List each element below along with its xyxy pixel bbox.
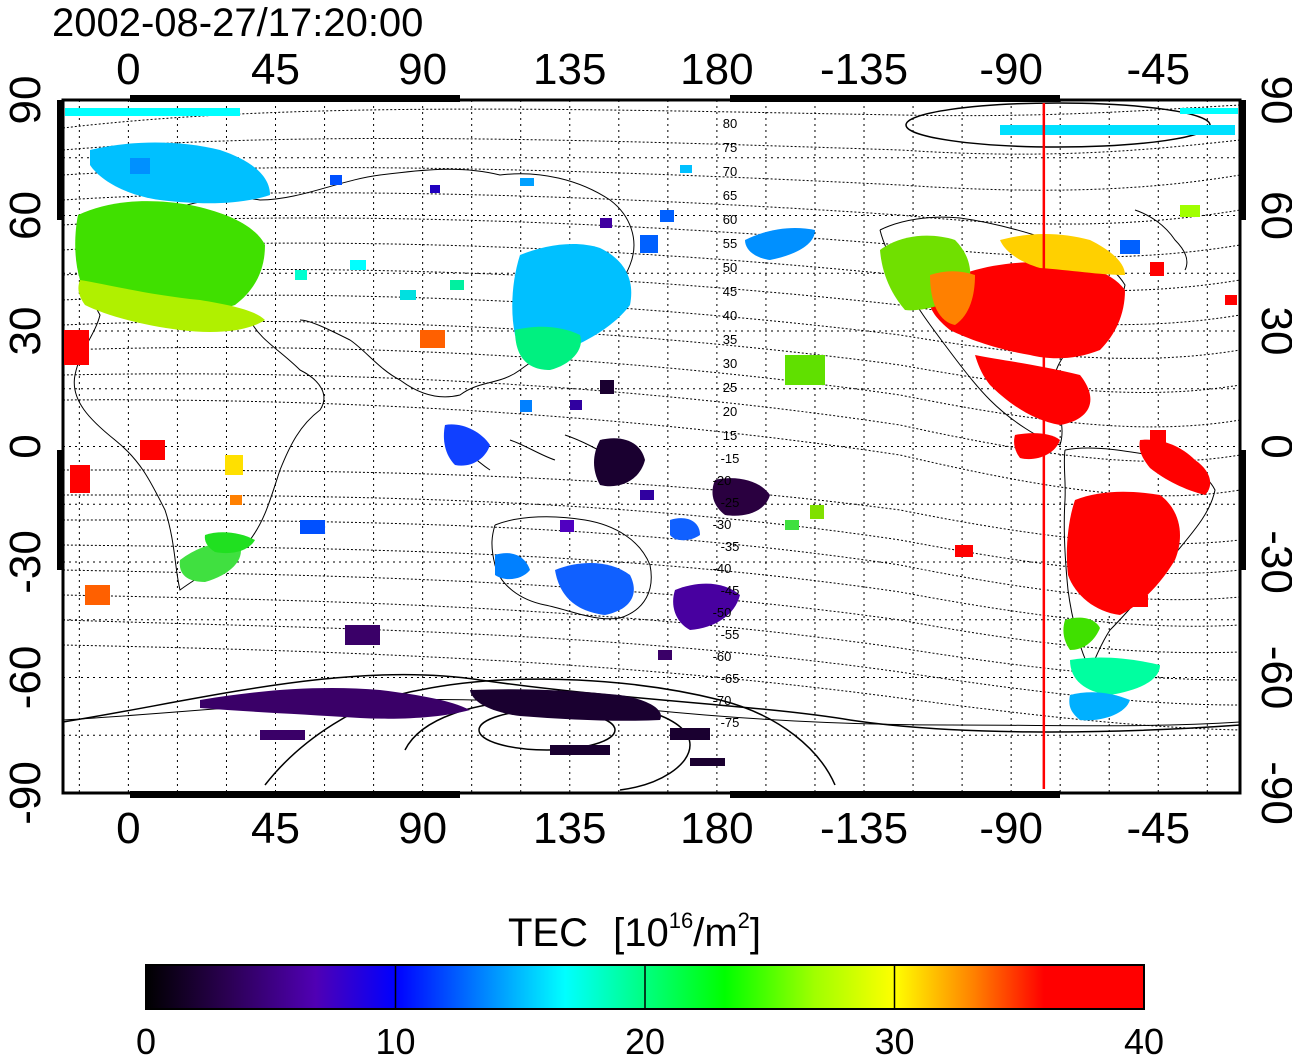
longitude-ticks-top: 0 45 90 135 180 -135 -90 -45 bbox=[116, 45, 1190, 94]
longitude-tick-top: 180 bbox=[680, 45, 753, 94]
map-timestamp: 2002-08-27/17:20:00 bbox=[52, 1, 423, 45]
contour-label: -70 bbox=[713, 693, 732, 708]
contour-label: 70 bbox=[723, 164, 737, 179]
map-grid bbox=[63, 100, 1240, 793]
latitude-tick-right: -30 bbox=[1252, 530, 1292, 594]
longitude-tick-top: 90 bbox=[398, 45, 447, 94]
latitude-tick-right: 60 bbox=[1252, 191, 1292, 240]
contour-label: -55 bbox=[721, 627, 740, 642]
longitude-tick-bottom: 0 bbox=[116, 804, 140, 853]
contour-label: -35 bbox=[721, 539, 740, 554]
colorbar-title: TEC [1016/m2] bbox=[508, 908, 761, 955]
contour-label: -15 bbox=[721, 451, 740, 466]
contour-label: -50 bbox=[713, 605, 732, 620]
longitude-tick-top: 45 bbox=[251, 45, 300, 94]
contour-label: 25 bbox=[723, 380, 737, 395]
latitude-tick-right: -90 bbox=[1252, 761, 1292, 825]
auroral-ovals bbox=[63, 102, 1240, 791]
latitude-tick-left: -60 bbox=[1, 646, 50, 710]
contour-label: 35 bbox=[723, 332, 737, 347]
latitude-ticks-left: 90 60 30 0 -30 -60 -90 bbox=[1, 76, 50, 825]
longitude-tick-bottom: 135 bbox=[533, 804, 606, 853]
contour-label: 65 bbox=[723, 188, 737, 203]
contour-label: -20 bbox=[713, 473, 732, 488]
contour-label: 20 bbox=[723, 404, 737, 419]
longitude-tick-bottom: -135 bbox=[820, 804, 908, 853]
latitude-tick-left: -90 bbox=[1, 761, 50, 825]
longitude-tick-bottom: -45 bbox=[1126, 804, 1190, 853]
contour-label: 80 bbox=[723, 116, 737, 131]
map-border-bars bbox=[57, 95, 1246, 798]
contour-label: 60 bbox=[723, 212, 737, 227]
latitude-ticks-right: 90 60 30 0 -30 -60 -90 bbox=[1252, 76, 1292, 825]
tec-data-patches bbox=[64, 108, 1238, 766]
longitude-tick-bottom: 45 bbox=[251, 804, 300, 853]
longitude-tick-bottom: 180 bbox=[680, 804, 753, 853]
contour-labels: 80 75 70 65 60 55 50 45 40 35 30 25 20 15 -15 -20 -25 -30… bbox=[713, 116, 740, 730]
latitude-tick-left: 90 bbox=[1, 76, 50, 125]
latitude-tick-left: 60 bbox=[1, 191, 50, 240]
latitude-tick-left: 30 bbox=[1, 307, 50, 356]
longitude-ticks-bottom: 0 45 90 135 180 -135 -90 -45 bbox=[116, 804, 1190, 853]
longitude-tick-bottom: 90 bbox=[398, 804, 447, 853]
latitude-tick-right: 30 bbox=[1252, 307, 1292, 356]
longitude-tick-top: 0 bbox=[116, 45, 140, 94]
colorbar-tick-label: 0 bbox=[136, 1021, 156, 1057]
contour-label: -25 bbox=[721, 495, 740, 510]
colorbar-tick-label: 20 bbox=[625, 1021, 665, 1057]
latitude-tick-left: 0 bbox=[1, 434, 50, 458]
contour-label: -45 bbox=[721, 583, 740, 598]
contour-label: -40 bbox=[713, 561, 732, 576]
longitude-tick-bottom: -90 bbox=[979, 804, 1043, 853]
contour-label: -75 bbox=[721, 715, 740, 730]
contour-label: 30 bbox=[723, 356, 737, 371]
contour-label: 55 bbox=[723, 236, 737, 251]
latitude-tick-right: 0 bbox=[1252, 434, 1292, 458]
longitude-tick-top: -135 bbox=[820, 45, 908, 94]
colorbar: TEC [1016/m2] 0 10 20 30 40 bbox=[136, 908, 1164, 1057]
contour-label: 40 bbox=[723, 308, 737, 323]
contour-label: -30 bbox=[713, 517, 732, 532]
contour-label: 50 bbox=[723, 260, 737, 275]
latitude-tick-right: 90 bbox=[1252, 76, 1292, 125]
contour-label: -60 bbox=[713, 649, 732, 664]
colorbar-ticks: 0 10 20 30 40 bbox=[136, 965, 1164, 1057]
longitude-tick-top: 135 bbox=[533, 45, 606, 94]
contour-label: 75 bbox=[723, 140, 737, 155]
longitude-tick-top: -90 bbox=[979, 45, 1043, 94]
colorbar-tick-label: 10 bbox=[375, 1021, 415, 1057]
contour-label: -65 bbox=[721, 671, 740, 686]
colorbar-tick-label: 30 bbox=[874, 1021, 914, 1057]
latitude-tick-right: -60 bbox=[1252, 646, 1292, 710]
longitude-tick-top: -45 bbox=[1126, 45, 1190, 94]
contour-label: 45 bbox=[723, 284, 737, 299]
colorbar-tick-label: 40 bbox=[1124, 1021, 1164, 1057]
contour-label: 15 bbox=[723, 428, 737, 443]
latitude-tick-left: -30 bbox=[1, 530, 50, 594]
